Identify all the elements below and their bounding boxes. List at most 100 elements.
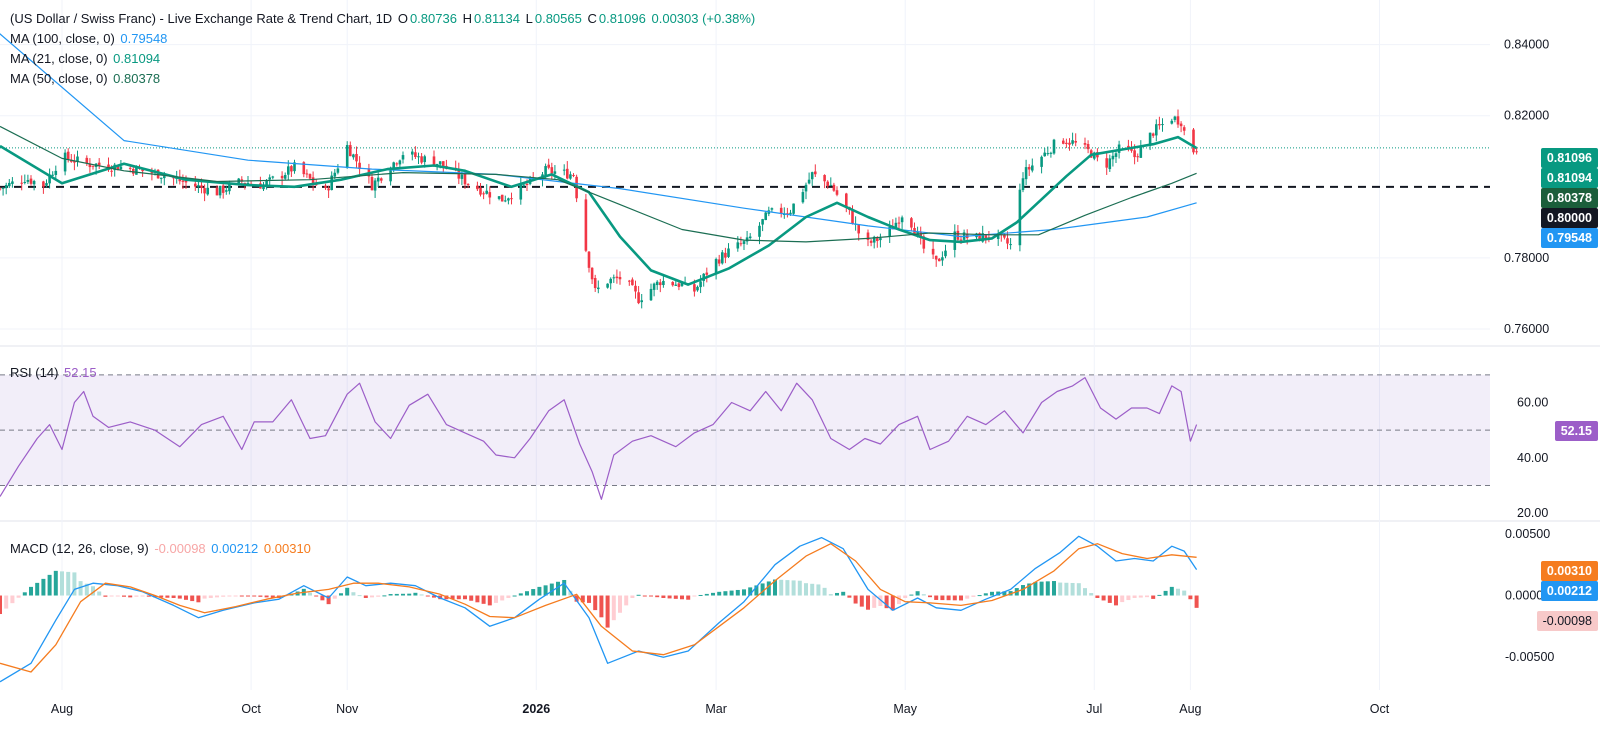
ma50-legend[interactable]: MA (50, close, 0) 0.80378 bbox=[10, 71, 162, 87]
candle-body bbox=[280, 175, 284, 179]
candle-body bbox=[1049, 152, 1053, 154]
ma100-legend[interactable]: MA (100, close, 0) 0.79548 bbox=[10, 31, 169, 47]
candle-body bbox=[0, 188, 2, 190]
macd-legend[interactable]: MACD (12, 26, close, 9) -0.00098 0.00212… bbox=[10, 541, 313, 557]
price-badge-ma21: 0.81094 bbox=[1540, 168, 1598, 188]
macd-signal-line bbox=[0, 543, 1197, 673]
macd-histogram-bar bbox=[363, 595, 368, 598]
candle-body bbox=[659, 282, 662, 286]
macd-histogram-bar bbox=[1083, 588, 1087, 596]
ohlc-c-value: 0.81096 bbox=[598, 11, 646, 26]
macd-histogram-bar bbox=[1169, 586, 1174, 596]
macd-histogram-bar bbox=[859, 595, 864, 607]
candle-body bbox=[1006, 238, 1009, 244]
candle-body bbox=[88, 163, 92, 168]
macd-histogram-bar bbox=[221, 595, 226, 597]
macd-histogram-bar bbox=[828, 594, 833, 596]
candle-body bbox=[739, 243, 743, 245]
candle-body bbox=[525, 183, 529, 186]
macd-histogram-bar bbox=[171, 595, 176, 598]
macd-histogram-bar bbox=[518, 593, 523, 596]
candle-body bbox=[680, 282, 684, 286]
candle-body bbox=[1192, 129, 1195, 153]
candle-body bbox=[265, 180, 268, 185]
macd-histogram-bar bbox=[921, 594, 926, 596]
ohlc-l-value: 0.80565 bbox=[534, 11, 582, 26]
macd-histogram-bar bbox=[915, 591, 920, 596]
macd-histogram-bar bbox=[159, 595, 164, 598]
candle-body bbox=[609, 278, 612, 284]
candle-body bbox=[26, 179, 30, 182]
macd-histogram-bar bbox=[1033, 581, 1038, 596]
candle-body bbox=[460, 174, 464, 179]
candle-body bbox=[1195, 151, 1198, 153]
macd-tick-label: -0.00500 bbox=[1505, 650, 1554, 664]
macd-histogram-bar bbox=[128, 595, 133, 598]
candle-body bbox=[606, 283, 609, 288]
candle-body bbox=[420, 156, 423, 163]
macd-histogram-bar bbox=[773, 579, 777, 596]
candle-body bbox=[1148, 132, 1152, 146]
candle-body bbox=[786, 213, 789, 215]
rsi-legend[interactable]: RSI (14) 52.15 bbox=[10, 365, 99, 381]
macd-histogram-bar bbox=[432, 595, 436, 598]
candle-body bbox=[1111, 155, 1115, 160]
candle-body bbox=[931, 248, 935, 255]
macd-histogram-bar bbox=[208, 595, 213, 598]
candle-body bbox=[1074, 140, 1077, 143]
candle-body bbox=[141, 169, 144, 172]
candle-body bbox=[584, 199, 588, 251]
candle-body bbox=[20, 182, 23, 184]
candle-body bbox=[615, 276, 619, 279]
candle-body bbox=[984, 234, 988, 239]
macd-histogram-bar bbox=[704, 593, 709, 596]
macd-histogram-bar bbox=[611, 595, 616, 621]
macd-histogram-bar bbox=[370, 595, 374, 598]
macd-histogram-bar bbox=[543, 585, 548, 596]
macd-histogram-bar bbox=[351, 592, 356, 596]
macd-histogram-bar bbox=[983, 593, 988, 596]
macd-histogram-bar bbox=[202, 595, 207, 599]
macd-histogram-bar bbox=[965, 595, 970, 599]
candle-body bbox=[63, 152, 67, 172]
macd-badge-hist: -0.00098 bbox=[1536, 611, 1598, 631]
macd-histogram-bar bbox=[308, 592, 312, 596]
candle-body bbox=[671, 282, 674, 286]
candle-body bbox=[225, 190, 228, 192]
candle-body bbox=[550, 167, 554, 174]
macd-histogram-bar bbox=[239, 595, 244, 597]
macd-histogram-bar bbox=[140, 595, 145, 597]
ohlc-h-value: 0.81134 bbox=[473, 11, 520, 26]
ma50-value: 0.80378 bbox=[113, 71, 161, 86]
macd-histogram-bar bbox=[481, 595, 486, 604]
rsi-tick-label: 40.00 bbox=[1517, 451, 1548, 465]
macd-label: MACD (12, 26, close, 9) bbox=[10, 541, 149, 556]
candle-body bbox=[569, 174, 572, 179]
macd-histogram-bar bbox=[413, 592, 418, 596]
candle-body bbox=[1062, 140, 1065, 144]
candle-body bbox=[45, 183, 48, 186]
candle-body bbox=[612, 277, 616, 279]
macd-histogram-bar bbox=[357, 595, 362, 597]
macd-histogram-bar bbox=[1157, 594, 1162, 596]
macd-histogram-bar bbox=[1058, 582, 1063, 596]
macd-histogram-bar bbox=[630, 595, 635, 598]
candle-body bbox=[764, 212, 767, 221]
macd-histogram-bar bbox=[556, 581, 560, 596]
macd-histogram-bar bbox=[345, 587, 350, 596]
candle-body bbox=[717, 259, 721, 264]
candle-body bbox=[330, 175, 333, 191]
ma21-legend[interactable]: MA (21, close, 0) 0.81094 bbox=[10, 51, 162, 67]
price-tick-label: 0.78000 bbox=[1504, 251, 1549, 265]
price-badge-ma50: 0.80378 bbox=[1540, 188, 1598, 208]
candle-body bbox=[1179, 123, 1183, 127]
candle-body bbox=[1086, 143, 1090, 150]
candle-body bbox=[1139, 145, 1143, 158]
macd-histogram-bar bbox=[928, 595, 932, 598]
candle-body bbox=[562, 169, 566, 171]
macd-histogram-bar bbox=[463, 595, 467, 600]
macd-histogram-bar bbox=[1027, 583, 1032, 596]
macd-histogram-bar bbox=[835, 592, 839, 596]
macd-histogram-bar bbox=[184, 595, 188, 600]
